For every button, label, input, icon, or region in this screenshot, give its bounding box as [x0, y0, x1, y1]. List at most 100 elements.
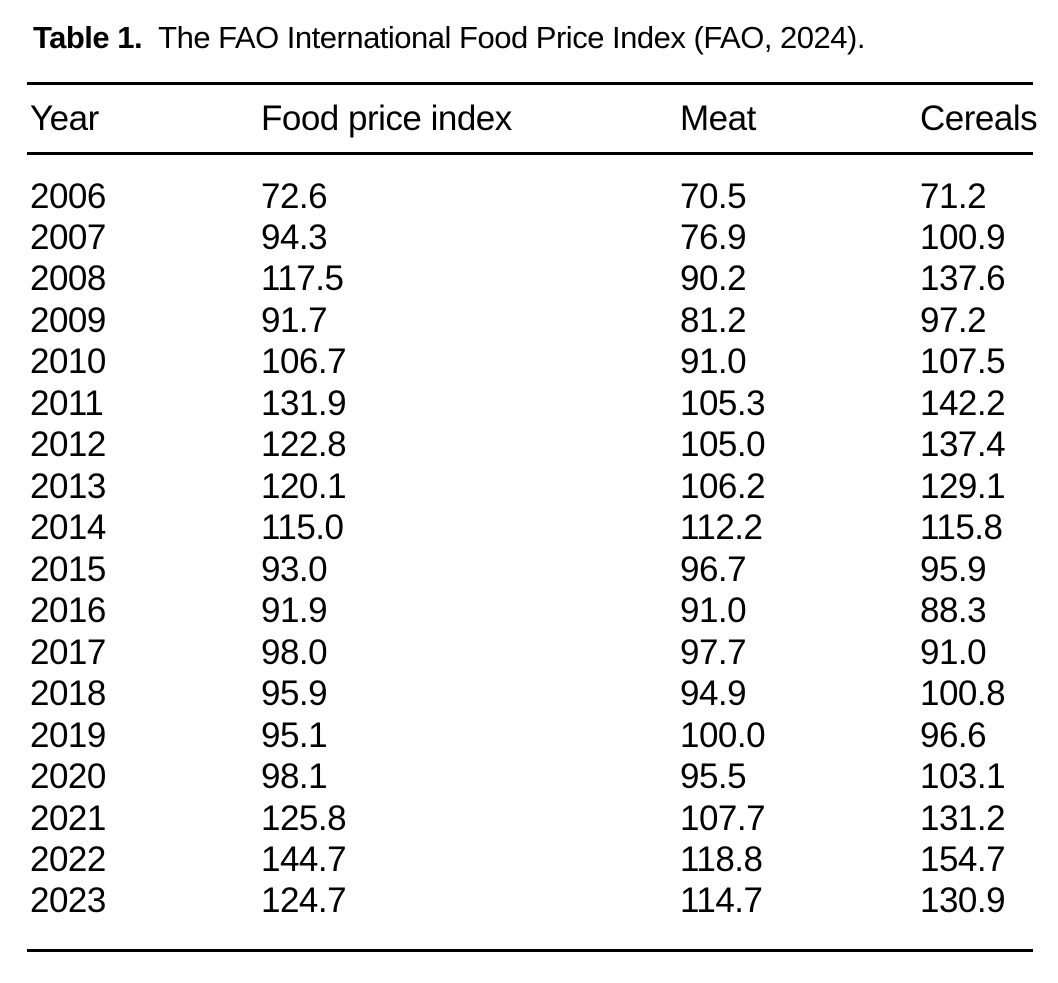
value-cell: 107.5 [920, 342, 1006, 382]
table-row: 2022 144.7 118.8 154.7 [27, 840, 1033, 882]
year-cell: 2011 [30, 383, 104, 423]
table-row: 2018 95.9 94.9 100.8 [27, 674, 1033, 716]
table-row: 2015 93.0 96.7 95.9 [27, 549, 1033, 591]
value-cell: 93.0 [261, 549, 328, 589]
table-label: Table 1. [33, 20, 143, 55]
value-cell: 100.0 [680, 715, 766, 755]
value-cell: 118.8 [680, 840, 763, 880]
value-cell: 114.7 [680, 881, 763, 920]
value-cell: 97.7 [680, 632, 747, 672]
value-cell: 95.1 [261, 715, 328, 755]
value-cell: 115.8 [920, 508, 1003, 548]
value-cell: 115.0 [261, 508, 344, 548]
year-cell: 2012 [30, 425, 106, 465]
column-header: Food price index [261, 98, 512, 138]
value-cell: 91.0 [680, 591, 747, 631]
table-row: 2019 95.1 100.0 96.6 [27, 715, 1033, 757]
table-row: 2007 94.3 76.9 100.9 [27, 217, 1033, 259]
table-body: 2006 72.6 70.5 71.2 2007 94.3 76.9 100.9 2008 117… [27, 154, 1033, 951]
year-cell: 2020 [30, 757, 106, 797]
value-cell: 91.0 [680, 342, 747, 382]
table-row: 2013 120.1 106.2 129.1 [27, 466, 1033, 508]
value-cell: 94.9 [680, 674, 747, 714]
value-cell: 125.8 [261, 798, 347, 838]
table-row: 2023 124.7 114.7 130.9 [27, 881, 1033, 951]
value-cell: 105.3 [680, 383, 766, 423]
year-cell: 2021 [30, 798, 106, 838]
year-cell: 2018 [30, 674, 106, 714]
value-cell: 71.2 [920, 177, 987, 216]
table-row: 2008 117.5 90.2 137.6 [27, 259, 1033, 301]
table-title: Table 1. The FAO International Food Price… [33, 20, 865, 56]
table-row: 2012 122.8 105.0 137.4 [27, 425, 1033, 467]
value-cell: 76.9 [680, 217, 747, 257]
value-cell: 100.8 [920, 674, 1006, 714]
value-cell: 112.2 [680, 508, 763, 548]
value-cell: 100.9 [920, 217, 1006, 257]
value-cell: 142.2 [920, 383, 1006, 423]
column-header: Cereals [920, 98, 1038, 138]
value-cell: 103.1 [920, 757, 1006, 797]
table-header-row: Year Food price index Meat Cereals [27, 83, 1038, 154]
table-row: 2017 98.0 97.7 91.0 [27, 632, 1033, 674]
year-cell: 2022 [30, 840, 106, 880]
year-cell: 2017 [30, 632, 106, 672]
value-cell: 97.2 [920, 300, 987, 340]
value-cell: 106.7 [261, 342, 347, 382]
value-cell: 94.3 [261, 217, 328, 257]
value-cell: 90.2 [680, 259, 747, 299]
value-cell: 105.0 [680, 425, 766, 465]
year-cell: 2023 [30, 881, 106, 920]
value-cell: 70.5 [680, 177, 747, 216]
table-row: 2006 72.6 70.5 71.2 [27, 154, 1033, 218]
value-cell: 88.3 [920, 591, 987, 631]
value-cell: 129.1 [920, 466, 1006, 506]
year-cell: 2014 [30, 508, 106, 548]
table-row: 2016 91.9 91.0 88.3 [27, 591, 1033, 633]
value-cell: 96.7 [680, 549, 747, 589]
value-cell: 91.0 [920, 632, 987, 672]
value-cell: 137.6 [920, 259, 1006, 299]
year-cell: 2010 [30, 342, 106, 382]
year-cell: 2013 [30, 466, 106, 506]
value-cell: 98.0 [261, 632, 328, 672]
table-row: 2011 131.9 105.3 142.2 [27, 383, 1033, 425]
value-cell: 95.9 [920, 549, 987, 589]
value-cell: 144.7 [261, 840, 347, 880]
value-cell: 154.7 [920, 840, 1006, 880]
table-caption: The FAO International Food Price Index (… [158, 20, 865, 55]
value-cell: 107.7 [680, 798, 766, 838]
value-cell: 106.2 [680, 466, 766, 506]
table-row: 2009 91.7 81.2 97.2 [27, 300, 1033, 342]
value-cell: 130.9 [920, 881, 1006, 920]
value-cell: 131.2 [920, 798, 1006, 838]
table-row: 2020 98.1 95.5 103.1 [27, 757, 1033, 799]
value-cell: 117.5 [261, 259, 344, 299]
column-header: Year [30, 98, 99, 138]
value-cell: 131.9 [261, 383, 347, 423]
value-cell: 81.2 [680, 300, 747, 340]
value-cell: 98.1 [261, 757, 328, 797]
year-cell: 2009 [30, 300, 106, 340]
year-cell: 2019 [30, 715, 106, 755]
year-cell: 2008 [30, 259, 106, 299]
data-table: Year Food price index Meat Cereals 2006 72.6… [27, 82, 1038, 952]
value-cell: 95.9 [261, 674, 328, 714]
value-cell: 122.8 [261, 425, 347, 465]
table-header: Year Food price index Meat Cereals [27, 83, 1038, 154]
value-cell: 124.7 [261, 881, 347, 920]
year-cell: 2016 [30, 591, 106, 631]
value-cell: 72.6 [261, 177, 328, 216]
year-cell: 2015 [30, 549, 106, 589]
year-cell: 2007 [30, 217, 106, 257]
table-row: 2014 115.0 112.2 115.8 [27, 508, 1033, 550]
value-cell: 120.1 [261, 466, 347, 506]
value-cell: 96.6 [920, 715, 987, 755]
value-cell: 137.4 [920, 425, 1006, 465]
year-cell: 2006 [30, 177, 106, 216]
value-cell: 95.5 [680, 757, 747, 797]
table-row: 2010 106.7 91.0 107.5 [27, 342, 1033, 384]
column-header: Meat [680, 98, 756, 138]
value-cell: 91.9 [261, 591, 328, 631]
